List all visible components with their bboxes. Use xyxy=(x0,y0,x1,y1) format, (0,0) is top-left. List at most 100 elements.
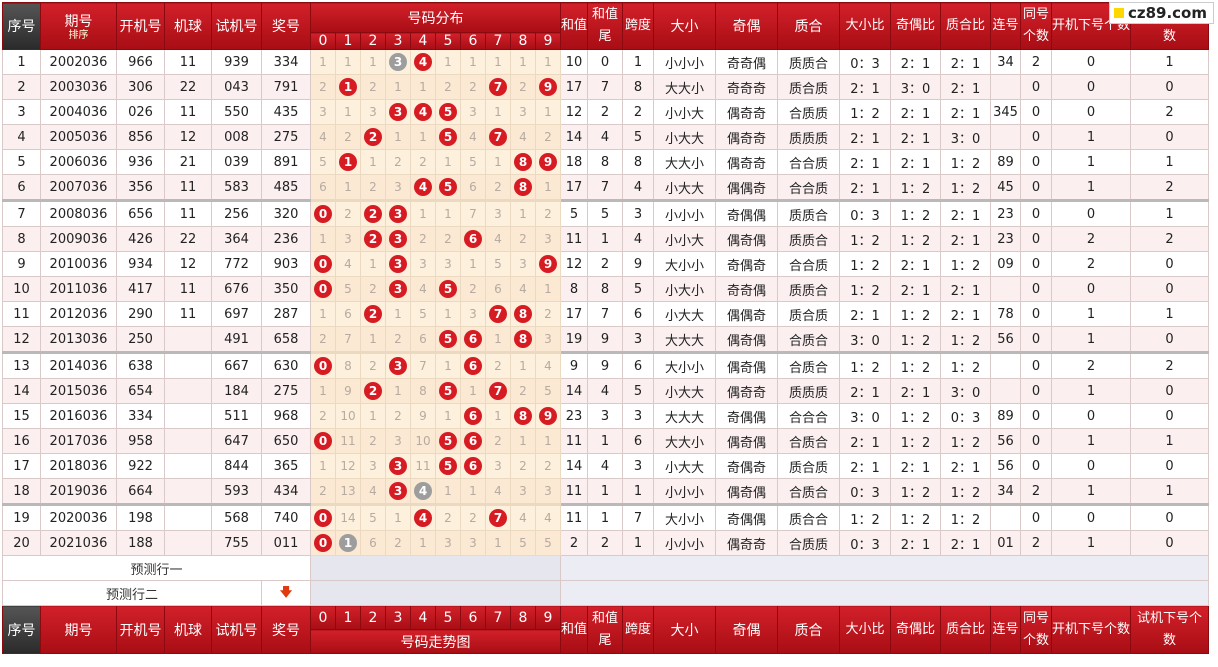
cell-size-ratio: 1：2 xyxy=(839,503,891,531)
dist-cell: 8 xyxy=(510,403,536,429)
logo-text: cz89.com xyxy=(1127,4,1207,22)
dist-cell: 5 xyxy=(535,378,561,404)
miss-count: 1 xyxy=(494,155,502,169)
cell-parity: 奇奇奇 xyxy=(715,74,778,100)
dist-cell: 6 xyxy=(460,403,486,429)
cell-size-ratio: 2：1 xyxy=(839,124,891,150)
dist-cell: 2 xyxy=(485,351,511,379)
repeat-number-ball: 3 xyxy=(389,53,407,71)
cell-trial: 667 xyxy=(211,351,262,379)
cell-machine: 12 xyxy=(164,124,212,150)
logo-square-icon xyxy=(1113,8,1124,18)
cell-prime-ratio: 1：2 xyxy=(940,149,991,175)
dist-cell: 3 xyxy=(510,99,536,125)
dist-cell: 1 xyxy=(460,251,486,277)
sort-button[interactable]: 排序 xyxy=(68,30,89,41)
site-logo[interactable]: cz89.com xyxy=(1108,2,1214,24)
dist-cell: 2 xyxy=(485,174,511,201)
predict-zone-1[interactable] xyxy=(310,555,561,581)
cell-prime: 质质合 xyxy=(777,226,840,252)
cell-size-ratio: 2：1 xyxy=(839,74,891,100)
miss-count: 2 xyxy=(369,359,377,373)
cell-open: 936 xyxy=(116,149,165,175)
digit-header: 6 xyxy=(460,32,486,50)
cell-trial: 593 xyxy=(211,478,262,505)
predict-zone-2[interactable] xyxy=(310,580,561,606)
cell-sum-tail: 9 xyxy=(587,351,623,379)
dist-cell: 1 xyxy=(335,530,361,556)
dist-cell: 11 xyxy=(335,428,361,454)
cell-same: 0 xyxy=(1020,251,1052,277)
cell-parity: 偶奇偶 xyxy=(715,226,778,252)
cell-seq: 18 xyxy=(2,478,41,505)
dist-cell: 1 xyxy=(510,428,536,454)
cell-machine: 11 xyxy=(164,99,212,125)
foot-digit: 8 xyxy=(510,605,536,630)
dist-cell: 8 xyxy=(335,351,361,379)
dist-cell: 3 xyxy=(385,478,411,505)
predict-toggle[interactable]: 🡇 xyxy=(261,580,311,606)
cell-trial-next: 1 xyxy=(1130,428,1209,454)
foot-col-sum-tail: 和值尾 xyxy=(587,605,623,654)
dist-cell: 9 xyxy=(535,403,561,429)
cell-open-next: 2 xyxy=(1051,351,1131,379)
dist-cell: 1 xyxy=(310,301,336,327)
number-ball: 9 xyxy=(539,407,557,425)
cell-open: 426 xyxy=(116,226,165,252)
miss-count: 2 xyxy=(494,434,502,448)
cell-period: 2019036 xyxy=(40,478,117,505)
cell-size: 小大大 xyxy=(653,378,716,404)
number-ball: 5 xyxy=(439,280,457,298)
cell-open-next: 1 xyxy=(1051,149,1131,175)
dist-cell: 1 xyxy=(485,49,511,75)
cell-open-next: 0 xyxy=(1051,276,1131,302)
cell-machine: 12 xyxy=(164,251,212,277)
miss-count: 4 xyxy=(519,282,527,296)
foot-col-trend: 号码走势图 xyxy=(310,629,561,654)
dist-cell: 3 xyxy=(385,351,411,379)
dist-cell: 4 xyxy=(510,503,536,531)
miss-count: 3 xyxy=(419,257,427,271)
cell-same: 0 xyxy=(1020,453,1052,479)
foot-digit: 3 xyxy=(385,605,411,630)
dist-cell: 1 xyxy=(360,149,386,175)
table-row: 6 2007036 356 11 583 485 6 1 2 3 4 5 6 2 8 1 17 7 4 小大大 偶偶奇合… xyxy=(2,174,1209,201)
predict-data-2 xyxy=(560,580,1209,606)
number-ball: 2 xyxy=(364,128,382,146)
number-ball: 0 xyxy=(314,205,332,223)
cell-sum: 17 xyxy=(560,301,588,327)
dist-cell: 5 xyxy=(335,276,361,302)
cell-parity: 偶奇偶 xyxy=(715,326,778,353)
cell-prize: 903 xyxy=(261,251,311,277)
cell-machine xyxy=(164,351,212,379)
table-row: 18 2019036 664 593 434 2 13 4 3 4 1 1 4 3 3 11 1 1 小小小 偶奇偶合… xyxy=(2,478,1209,505)
cell-machine: 22 xyxy=(164,226,212,252)
cell-period: 2008036 xyxy=(40,199,117,227)
cell-parity-ratio: 1：2 xyxy=(890,403,941,429)
cell-parity: 奇偶奇 xyxy=(715,251,778,277)
cell-size-ratio: 2：1 xyxy=(839,301,891,327)
cell-span: 3 xyxy=(622,403,654,429)
miss-count: 6 xyxy=(419,332,427,346)
col-period[interactable]: 期号 排序 xyxy=(40,2,117,50)
trend-table: 序号 期号 排序 开机号 机球 试机号 奖号 号码分布 和值 和值尾 跨度 大小 … xyxy=(2,2,1209,654)
cell-trial-next: 1 xyxy=(1130,478,1209,505)
foot-col-seq: 序号 xyxy=(2,605,41,654)
miss-count: 3 xyxy=(369,459,377,473)
cell-same: 0 xyxy=(1020,351,1052,379)
table-row: 9 2010036 934 12 772 903 0 4 1 3 3 3 1 5 3 9 12 2 9 大小小 奇偶奇合… xyxy=(2,251,1209,277)
cell-prize: 275 xyxy=(261,378,311,404)
table-row: 4 2005036 856 12 008 275 4 2 2 1 1 5 4 7 4 2 14 4 5 小大大 偶奇奇质… xyxy=(2,124,1209,150)
cell-trial: 256 xyxy=(211,199,262,227)
miss-count: 2 xyxy=(319,484,327,498)
cell-parity-ratio: 1：2 xyxy=(890,503,941,531)
digit-header: 8 xyxy=(510,32,536,50)
cell-prize: 320 xyxy=(261,199,311,227)
miss-count: 1 xyxy=(444,359,452,373)
cell-size: 小小小 xyxy=(653,478,716,505)
foot-col-consec: 连号 xyxy=(990,605,1021,654)
dist-cell: 0 xyxy=(310,428,336,454)
cell-prize: 630 xyxy=(261,351,311,379)
cell-parity-ratio: 1：2 xyxy=(890,326,941,353)
miss-count: 2 xyxy=(394,409,402,423)
